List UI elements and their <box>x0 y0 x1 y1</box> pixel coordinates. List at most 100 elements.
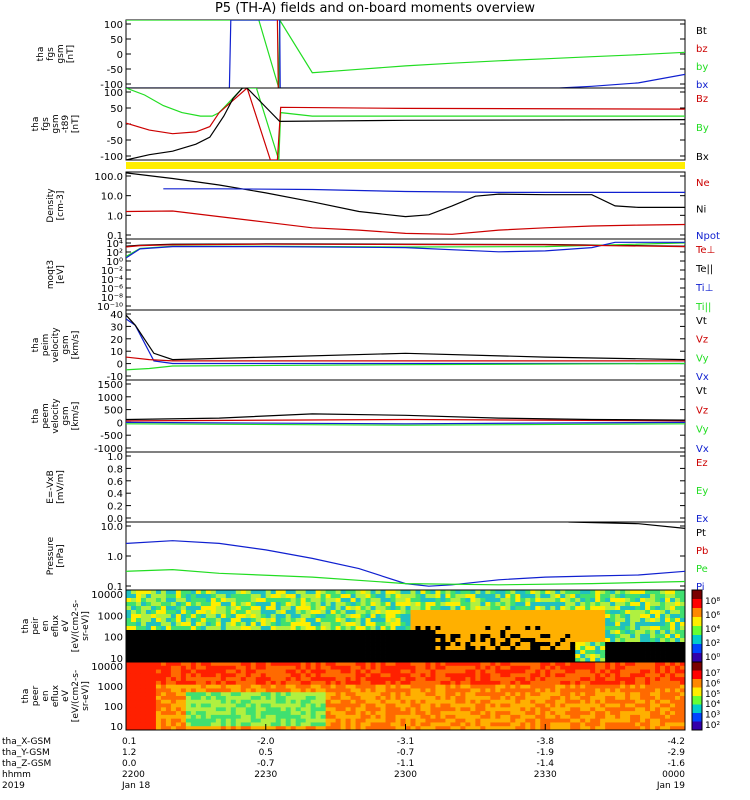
spectrogram-cell <box>290 618 297 623</box>
spectrogram-cell <box>375 622 381 627</box>
spectrogram-cell <box>675 680 681 686</box>
spectrogram-cell <box>510 646 516 651</box>
spectrogram-cell <box>395 726 401 731</box>
spectrogram-cell <box>630 684 636 689</box>
spectrogram-cell <box>315 598 322 603</box>
spectrogram-cell <box>440 654 446 659</box>
spectrogram-cell <box>400 594 406 599</box>
spectrogram-cell <box>445 630 451 635</box>
spectrogram-cell <box>145 665 152 670</box>
spectrogram-cell <box>535 622 541 627</box>
spectrogram-cell <box>665 696 671 701</box>
spectrogram-cell <box>570 711 576 716</box>
spectrogram-cell <box>175 626 182 631</box>
spectrogram-cell <box>370 650 376 655</box>
spectrogram-cell <box>420 714 426 720</box>
spectrogram-cell <box>430 714 436 720</box>
spectrogram-cell <box>145 707 152 712</box>
spectrogram-cell <box>270 684 277 689</box>
spectrogram-cell <box>500 598 506 603</box>
spectrogram-cell <box>630 703 636 708</box>
spectrogram-cell <box>220 662 227 667</box>
spectrogram-cell <box>320 658 327 663</box>
spectrogram-cell <box>640 684 646 689</box>
spectrogram-cell <box>305 622 312 627</box>
spectrogram-cell <box>395 642 401 647</box>
spectrogram-cell <box>140 688 147 693</box>
spectrogram-cell <box>430 707 436 712</box>
spectrogram-cell <box>605 718 611 723</box>
spectrogram-cell <box>500 726 506 731</box>
spectrogram-cell <box>500 669 506 674</box>
spectrogram-cell <box>180 614 187 619</box>
spectrogram-cell <box>230 703 237 708</box>
spectrogram-cell <box>665 714 671 720</box>
spectrogram-cell <box>500 677 506 682</box>
spectrogram-cell <box>260 646 267 651</box>
spectrogram-cell <box>200 707 207 712</box>
spectrogram-cell <box>480 718 486 723</box>
spectrogram-cell <box>160 594 167 599</box>
spectrogram-cell <box>620 642 626 647</box>
spectrogram-cell <box>150 665 157 670</box>
spectrogram-cell <box>460 654 466 659</box>
spectrogram-cell <box>650 606 656 611</box>
spectrogram-cell <box>655 618 661 623</box>
spectrogram-cell <box>295 696 302 701</box>
spectrogram-cell <box>180 703 187 708</box>
spectrogram-cell <box>320 718 327 723</box>
spectrogram-cell <box>680 602 686 607</box>
spectrogram-cell <box>140 650 147 655</box>
spectrogram-cell <box>290 594 297 599</box>
spectrogram-cell <box>345 692 351 697</box>
spectrogram-cell <box>470 684 476 689</box>
spectrogram-cell <box>595 703 601 708</box>
spectrogram-cell <box>615 726 621 731</box>
spectrogram-cell <box>250 688 257 693</box>
spectrogram-cell <box>665 614 671 619</box>
spectrogram-cell <box>410 622 416 627</box>
spectrogram-cell <box>565 714 571 720</box>
spectrogram-cell <box>640 680 646 686</box>
spectrogram-cell <box>400 711 406 716</box>
spectrogram-cell <box>655 677 661 682</box>
spectrogram-cell <box>275 610 282 615</box>
spectrogram-cell <box>370 618 376 623</box>
spectrogram-cell <box>340 650 347 655</box>
spectrogram-cell <box>545 662 551 667</box>
spectrogram-cell <box>625 598 631 603</box>
spectrogram-cell <box>295 602 302 607</box>
spectrogram-cell <box>675 634 681 639</box>
spectrogram-cell <box>195 610 202 615</box>
spectrogram-cell <box>590 590 596 595</box>
spectrogram-cell <box>360 626 366 631</box>
spectrogram-cell <box>130 692 137 697</box>
spectrogram-cell <box>340 677 347 682</box>
spectrogram-cell <box>335 606 342 611</box>
spectrogram-cell <box>510 594 516 599</box>
spectrogram-cell <box>215 669 222 674</box>
spectrogram-cell <box>615 658 621 663</box>
spectrogram-cell <box>455 718 461 723</box>
spectrogram-cell <box>270 642 277 647</box>
spectrogram-cell <box>350 707 356 712</box>
colorbar-segment <box>692 599 702 609</box>
spectrogram-cell <box>220 650 227 655</box>
spectrogram-cell <box>605 688 611 693</box>
spectrogram-cell <box>585 707 591 712</box>
spectrogram-cell <box>270 703 277 708</box>
spectrogram-cell <box>505 626 511 631</box>
spectrogram-cell <box>375 703 381 708</box>
spectrogram-cell <box>185 688 192 693</box>
spectrogram-cell <box>380 610 386 615</box>
spectrogram-cell <box>670 703 676 708</box>
spectrogram-cell <box>335 634 342 639</box>
spectrogram-cell <box>575 602 581 607</box>
spectrogram-cell <box>290 630 297 635</box>
spectrogram-cell <box>245 650 252 655</box>
spectrogram-cell <box>220 602 227 607</box>
spectrogram-cell <box>675 590 681 595</box>
spectrogram-cell <box>235 642 242 647</box>
spectrogram-cell <box>620 718 626 723</box>
